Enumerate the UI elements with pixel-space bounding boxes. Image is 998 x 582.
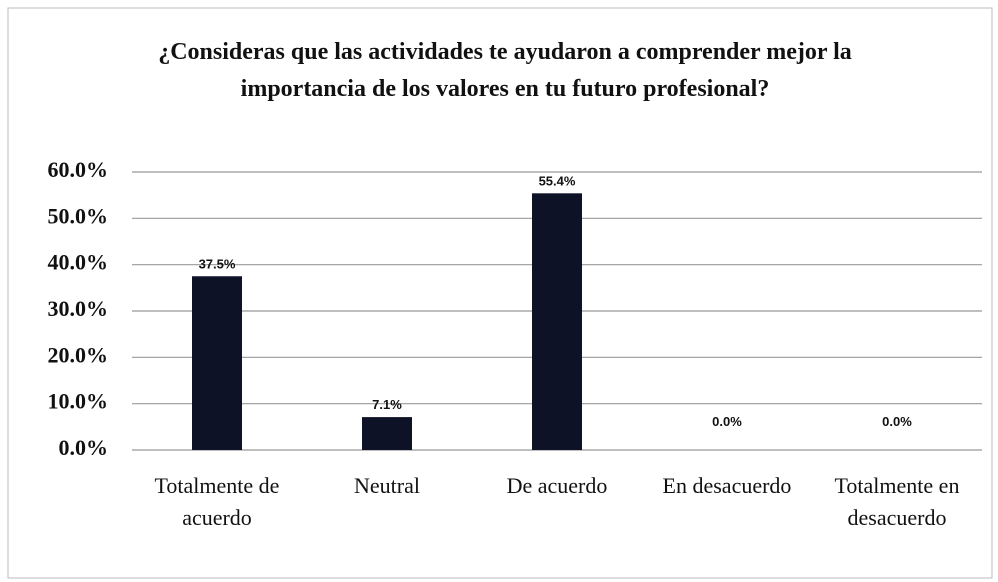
bar <box>532 193 582 450</box>
frame <box>7 7 993 579</box>
value-label: 37.5% <box>199 256 236 271</box>
y-tick-label: 20.0% <box>48 342 109 367</box>
y-tick-label: 50.0% <box>48 203 109 228</box>
x-tick-label: Totalmente en desacuerdo <box>834 473 960 530</box>
x-tick-label: Neutral <box>354 473 420 498</box>
value-label: 0.0% <box>882 414 912 429</box>
value-label: 0.0% <box>712 414 742 429</box>
chart-title: ¿Consideras que las actividades te ayuda… <box>158 39 852 102</box>
x-tick-label: De acuerdo <box>506 473 608 498</box>
value-label: 7.1% <box>372 397 402 412</box>
x-tick-label: En desacuerdo <box>662 473 792 498</box>
y-tick-label: 30.0% <box>48 296 109 321</box>
y-tick-label: 0.0% <box>59 435 109 460</box>
y-tick-label: 40.0% <box>48 250 109 275</box>
x-tick-label: Totalmente de acuerdo <box>154 473 280 530</box>
y-tick-label: 60.0% <box>48 157 109 182</box>
value-label: 55.4% <box>539 173 576 188</box>
y-tick-label: 10.0% <box>48 389 109 414</box>
bar <box>192 276 242 450</box>
bar <box>362 417 412 450</box>
